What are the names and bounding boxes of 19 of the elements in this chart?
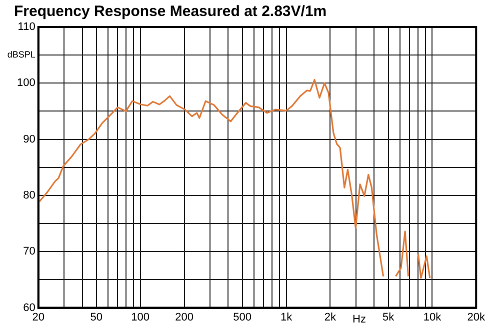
x-tick-label: 5k — [382, 311, 395, 324]
x-tick-label: 20 — [32, 311, 44, 324]
y-axis-title: dBSPL — [7, 50, 36, 60]
y-tick-label: 100 — [16, 77, 36, 90]
x-tick-label: 2k — [324, 311, 337, 324]
x-tick-label: 20k — [467, 311, 486, 324]
y-tick-label: 80 — [23, 190, 36, 202]
x-tick-label: 200 — [175, 311, 194, 324]
y-tick-label: 60 — [23, 302, 36, 314]
x-tick-label: 100 — [131, 311, 150, 324]
y-tick-label: 110 — [18, 21, 36, 34]
y-tick-label: 70 — [23, 246, 36, 258]
x-axis-title: Hz — [352, 313, 366, 326]
x-tick-label: 50 — [90, 311, 103, 324]
y-tick-label: 90 — [23, 133, 36, 146]
x-tick-label: 10k — [423, 311, 442, 324]
chart-title: Frequency Response Measured at 2.83V/1m — [14, 3, 327, 20]
x-tick-label: 500 — [233, 311, 252, 324]
x-tick-label: 1k — [280, 311, 293, 324]
